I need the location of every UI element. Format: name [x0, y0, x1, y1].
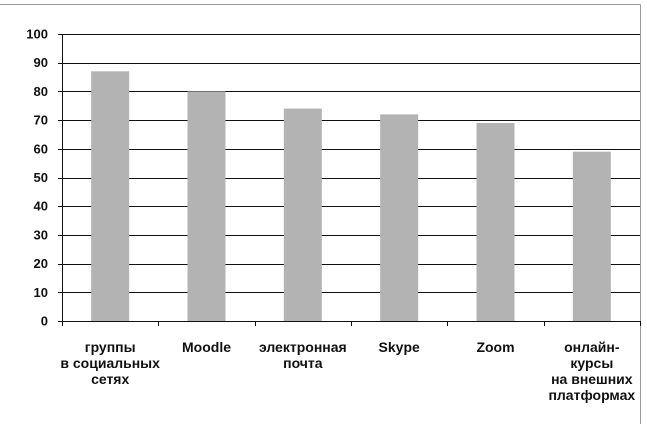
y-tick-label-60: 60: [34, 141, 48, 156]
bar-2: [283, 108, 322, 322]
category-label-0-line-1: в социальных: [60, 355, 160, 371]
bar-0: [91, 71, 130, 321]
gridlines: [62, 34, 640, 293]
bar-3: [380, 114, 419, 321]
y-tick-label-50: 50: [34, 170, 48, 185]
y-tick-label-70: 70: [34, 113, 48, 128]
bar-1: [187, 91, 226, 322]
y-tick-label-80: 80: [34, 84, 48, 99]
category-label-5-line-0: онлайн-: [564, 339, 620, 355]
chart-frame-border: [0, 4, 641, 424]
category-label-1: Moodle: [182, 339, 231, 355]
category-label-3: Skype: [379, 339, 420, 355]
bar-5: [572, 151, 611, 321]
x-axis-category-labels: группы в социальных сетях Moodle электронная…: [60, 339, 635, 403]
category-label-0-line-2: сетях: [91, 371, 129, 387]
axes: [58, 34, 641, 326]
category-label-3-line-0: Skype: [379, 339, 420, 355]
y-tick-label-0: 0: [41, 314, 48, 329]
bars: [91, 71, 611, 322]
category-label-5: онлайн-курсы на внешних платформах: [548, 339, 635, 403]
category-label-0-line-0: группы: [85, 339, 136, 355]
category-label-5-line-2: на внешних: [551, 371, 633, 387]
category-label-1-line-0: Moodle: [182, 339, 231, 355]
y-tick-label-20: 20: [34, 256, 48, 271]
category-label-5-line-3: платформах: [548, 387, 635, 403]
y-tick-label-40: 40: [34, 199, 48, 214]
category-label-4-line-0: Zoom: [476, 339, 514, 355]
category-label-2-line-0: электронная: [259, 339, 347, 355]
category-label-0: группы в социальных сетях: [60, 339, 160, 387]
category-label-4: Zoom: [476, 339, 514, 355]
category-label-2: электронная почта: [259, 339, 347, 371]
y-tick-label-100: 100: [26, 27, 48, 42]
y-tick-label-90: 90: [34, 55, 48, 70]
bar-4: [476, 122, 515, 321]
y-axis-tick-labels: 0 10 20 30 40 50 60 70 80 90 100: [26, 27, 48, 329]
category-label-5-line-1: курсы: [570, 355, 613, 371]
y-tick-label-30: 30: [34, 227, 48, 242]
category-label-2-line-1: почта: [283, 355, 323, 371]
y-tick-label-10: 10: [34, 285, 48, 300]
